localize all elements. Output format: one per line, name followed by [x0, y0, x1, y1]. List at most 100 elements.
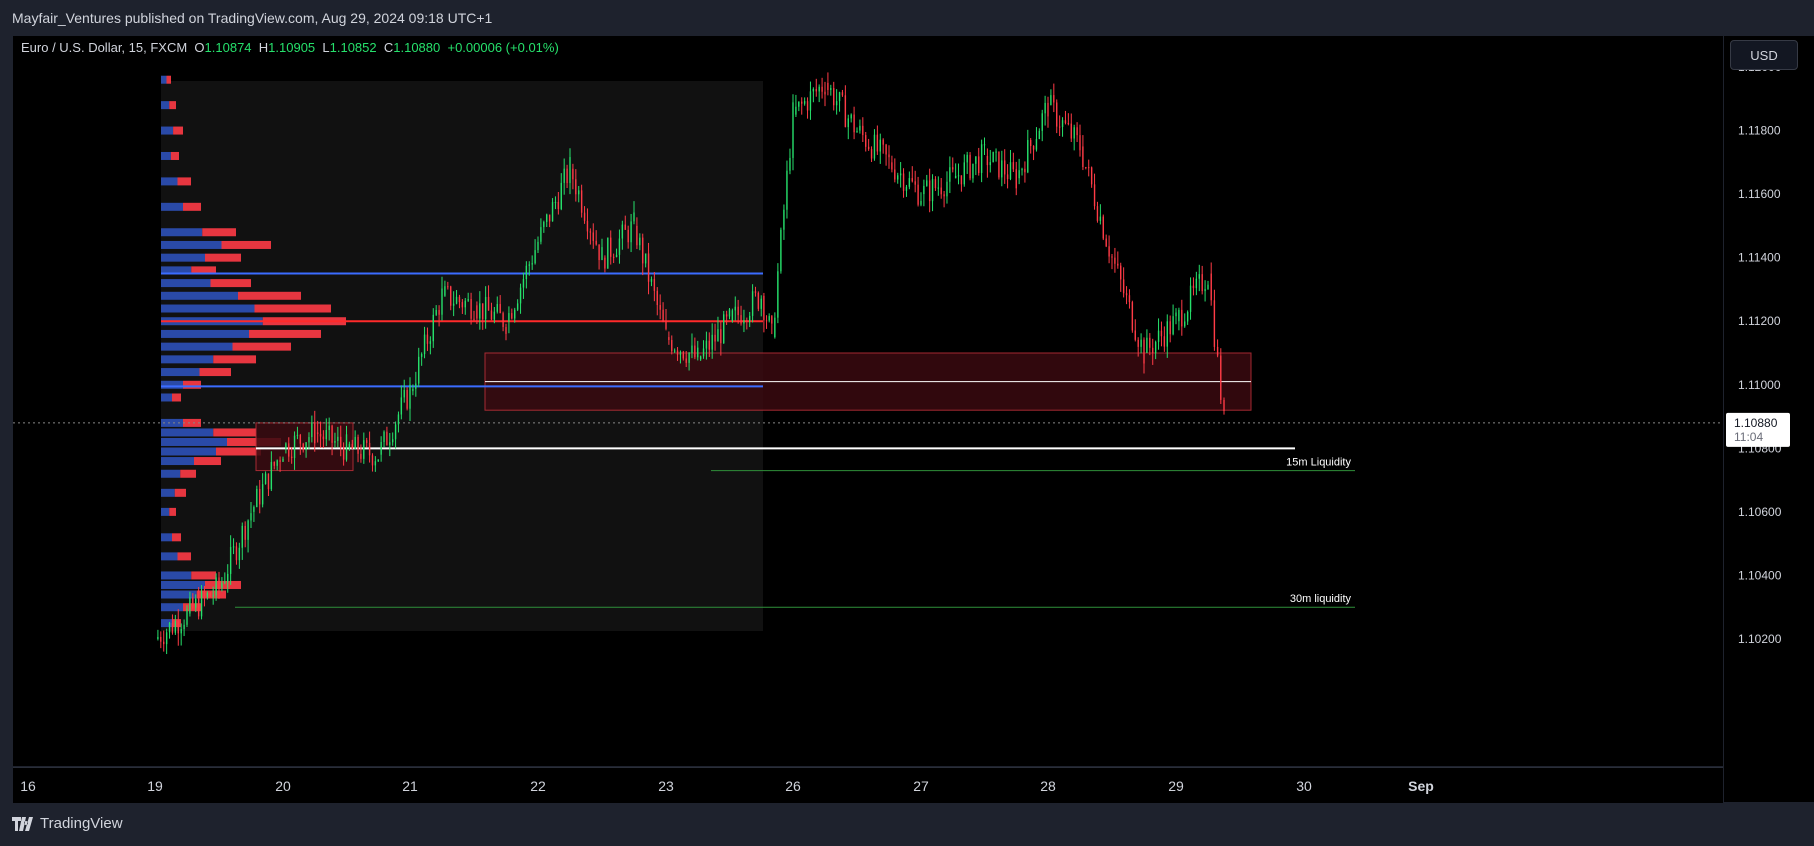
candle-body [650, 279, 653, 282]
candle-body [557, 201, 560, 210]
candle-body [1058, 126, 1061, 128]
candle-body [897, 175, 899, 180]
candle-body [737, 306, 739, 316]
candle-body [978, 156, 980, 173]
candle-body [420, 354, 423, 357]
candle-body [1137, 339, 1139, 347]
candle-body [403, 389, 405, 398]
profile-bar-buy [161, 380, 183, 389]
candle-body [697, 347, 699, 358]
candle-body [914, 181, 916, 185]
time-axis[interactable]: 16 19 20 21 22 23 26 27 28 29 30 Sep [13, 767, 1723, 803]
candle-body [157, 636, 159, 639]
candle-body [1073, 127, 1075, 139]
candle-body [1186, 311, 1189, 322]
profile-bar-sell [221, 240, 271, 249]
candle-body [447, 286, 449, 288]
candle-body [1204, 289, 1206, 292]
current-price-value: 1.10880 [1734, 416, 1778, 430]
candle-body [1120, 265, 1122, 280]
candle-body [1024, 168, 1026, 173]
candle-body [238, 547, 241, 561]
candle-body [1210, 273, 1212, 301]
candle-body [569, 157, 571, 184]
profile-bar-sell [172, 619, 181, 628]
candle-body [1067, 123, 1070, 125]
candle-body [595, 240, 597, 245]
candle-body [168, 622, 171, 633]
candle-body [256, 489, 258, 507]
profile-bar-buy [161, 279, 211, 288]
candle-body [882, 139, 884, 145]
high-label: H [258, 40, 269, 55]
tradingview-footer[interactable]: TradingView [12, 815, 123, 832]
candle-body [711, 334, 713, 350]
candle-body [908, 178, 911, 187]
profile-bar-sell [183, 202, 201, 211]
candle-body [1053, 95, 1055, 103]
time-tick-label: 30 [1296, 778, 1312, 794]
candle-body [1163, 336, 1166, 347]
candle-body [647, 253, 650, 282]
candle-body [1056, 102, 1058, 127]
candle-body [1099, 216, 1102, 221]
profile-bar-buy [161, 437, 227, 446]
candle-body [963, 162, 965, 185]
candle-body [360, 453, 362, 459]
price-axis-labels: 1.120001.118001.116001.114001.112001.110… [1726, 60, 1790, 646]
time-tick-label: 16 [20, 778, 36, 794]
candle-body [1064, 120, 1067, 124]
candle-body [786, 170, 788, 210]
candle-body [554, 201, 557, 203]
candle-body [1044, 102, 1046, 114]
candle-body [1111, 256, 1113, 258]
open-value: 1.10874 [204, 40, 252, 55]
candle-body [1223, 399, 1225, 412]
candle-body [1015, 169, 1017, 189]
candle-body [227, 573, 229, 582]
candle-body [749, 315, 751, 322]
candle-body [206, 593, 209, 597]
profile-bar-sell [173, 126, 183, 135]
candle-body [180, 629, 182, 634]
candle-body [351, 443, 353, 449]
candle-body [1181, 309, 1183, 327]
candle-body [482, 303, 484, 320]
candle-body [563, 168, 565, 183]
candle-body [531, 263, 533, 265]
candle-body [1001, 160, 1003, 178]
candle-body [720, 329, 722, 344]
candle-body [1088, 167, 1090, 169]
candle-body [1192, 285, 1195, 289]
candle-body [534, 250, 536, 264]
profile-bar-buy [161, 428, 214, 437]
candle-body [714, 334, 716, 342]
price-axis[interactable]: 1.120001.118001.116001.114001.112001.110… [1724, 36, 1814, 802]
candle-body [612, 256, 615, 258]
candle-body [455, 296, 458, 304]
candle-body [642, 237, 644, 264]
profile-bar-sell [210, 279, 251, 288]
candle-body [508, 313, 510, 322]
profile-bar-sell [191, 266, 216, 275]
profile-bar-buy [161, 590, 197, 599]
candle-body [621, 224, 624, 239]
candle-body [777, 271, 779, 318]
candle-body [311, 422, 313, 438]
candle-body [479, 303, 481, 319]
currency-button[interactable]: USD [1730, 40, 1798, 70]
chart-canvas[interactable]: 15m Liquidity 30m liquidity Euro / U.S. D… [13, 36, 1723, 766]
candle-body [209, 593, 211, 597]
profile-bar-buy [161, 507, 170, 516]
candle-body [902, 173, 905, 191]
candle-body [888, 154, 890, 158]
candle-body [723, 314, 725, 344]
candle-body [566, 168, 568, 184]
candle-body [371, 455, 374, 466]
candle-body [1189, 285, 1192, 312]
candle-body [966, 154, 968, 163]
candle-body [835, 101, 838, 106]
candle-body [519, 287, 522, 304]
low-label: L [322, 40, 330, 55]
profile-bar-buy [161, 447, 216, 456]
